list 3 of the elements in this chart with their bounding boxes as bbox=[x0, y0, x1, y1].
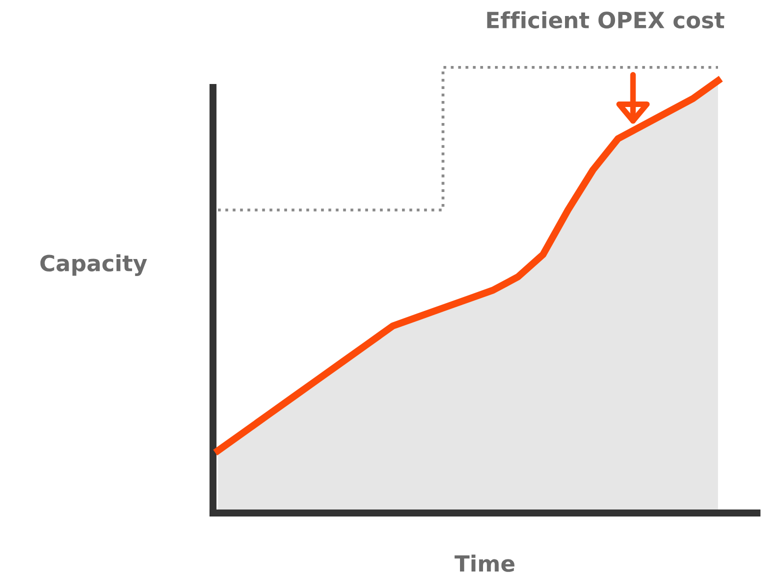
y-axis-title: Capacity bbox=[40, 254, 147, 276]
x-axis-title: Time bbox=[454, 554, 514, 572]
chart-title: Efficient OPEX cost bbox=[487, 11, 724, 28]
